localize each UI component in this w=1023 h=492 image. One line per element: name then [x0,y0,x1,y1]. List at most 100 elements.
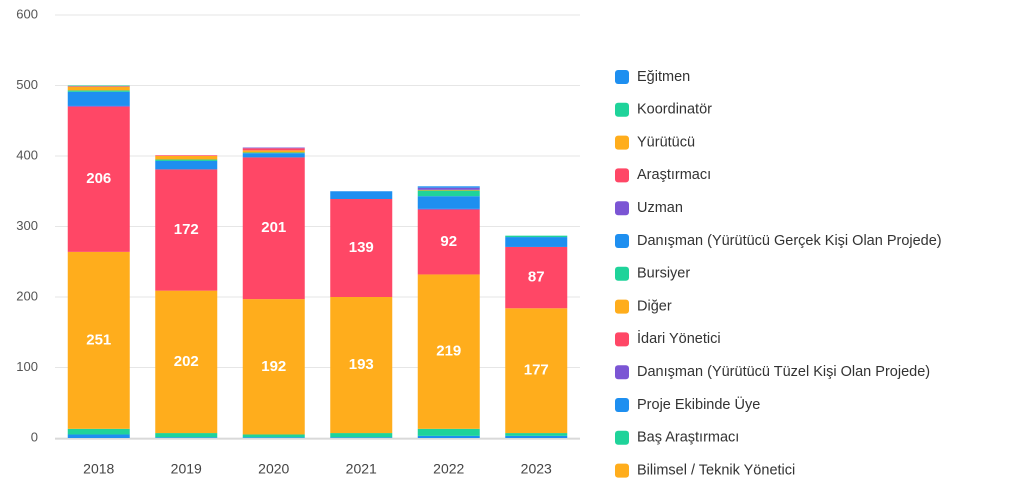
legend-label: Bursiyer [637,266,690,282]
bar-segment [242,437,305,438]
data-label: 177 [524,362,549,379]
bar-segment [242,299,305,435]
legend-swatch [615,365,629,380]
bar-segment [155,169,218,291]
bar-segment [155,290,218,434]
legend-swatch [615,430,629,445]
bar-segment [155,155,218,156]
legend-swatch [615,102,629,117]
bar-segment [155,156,218,160]
bar-segment [417,190,480,197]
y-tick-label: 100 [16,359,38,374]
y-tick-label: 300 [16,218,38,233]
x-tick-label: 2020 [258,461,289,477]
x-tick-label: 2021 [346,461,377,477]
legend-label: Uzman [637,200,683,216]
bar-segment [330,297,393,434]
x-tick-label: 2023 [521,461,552,477]
legend-label: İdari Yönetici [637,329,721,347]
bar-segment [242,148,305,151]
legend-swatch [615,234,629,248]
y-tick-label: 500 [16,77,38,92]
bar-segment [242,147,305,149]
y-tick-label: 200 [16,288,38,303]
bar-segment [505,235,568,238]
legend-label: Bilimsel / Teknik Yönetici [637,462,795,478]
bar-segment [417,186,480,188]
bar-segment [417,189,480,191]
bar-segment [67,434,130,438]
legend-label: Eğitmen [637,69,690,85]
legend-swatch [615,70,629,84]
bar-segment [67,86,130,87]
bar-segment [417,187,480,190]
bar-segment [67,106,130,252]
bar-segment [417,435,480,438]
legend-swatch [615,398,629,412]
bar-segment [330,433,393,438]
bar-segment [505,237,568,247]
legend-swatch [615,266,629,281]
x-tick-label: 2019 [171,461,202,477]
bar-segment [505,308,568,434]
data-label: 201 [261,219,286,236]
bar-segment [242,434,305,438]
bar-segment [67,91,130,106]
legend-swatch [615,201,629,216]
data-label: 92 [440,233,457,250]
bar-segment [155,437,218,438]
data-label: 202 [174,353,199,370]
bar-segment [67,90,130,92]
bar-segment [242,153,305,158]
legend-label: Diğer [637,298,672,314]
legend-label: Koordinatör [637,102,712,118]
data-label: 87 [528,269,545,286]
bar-segment [155,159,218,161]
bar-segment [155,160,218,170]
legend-label: Danışman (Yürütücü Gerçek Kişi Olan Proj… [637,233,942,249]
y-tick-label: 0 [31,429,38,444]
data-label: 192 [261,358,286,375]
bar-segment [67,251,130,429]
legend-swatch [615,299,629,314]
data-label: 139 [349,239,374,256]
bar-segment [330,199,393,297]
legend-swatch [615,135,629,150]
bar-segment [505,435,568,438]
bar-segment [417,428,480,436]
legend-swatch [615,463,629,478]
bar-segment [155,433,218,438]
bar-segment [330,437,393,438]
data-label: 251 [86,331,111,348]
legend-swatch [615,168,629,183]
bar-segment [505,433,568,436]
legend-label: Baş Araştırmacı [637,430,739,446]
bar-segment [67,428,130,435]
x-tick-label: 2022 [433,461,464,477]
bar-segment [417,209,480,275]
data-label: 206 [86,170,111,187]
x-tick-label: 2018 [83,461,114,477]
bar-segment [67,86,130,91]
bar-segment [330,191,393,200]
bar-segment [417,196,480,209]
bar-segment [417,274,480,429]
bar-segment [242,157,305,300]
data-label: 193 [349,356,374,373]
legend-label: Yürütücü [637,134,695,150]
data-label: 172 [174,221,199,238]
y-tick-label: 600 [16,6,38,21]
bar-segment [505,246,568,309]
bar-segment [242,150,305,153]
bar-segment [242,152,305,154]
legend-label: Danışman (Yürütücü Tüzel Kişi Olan Proje… [637,364,930,380]
bar-segment [67,85,130,87]
y-tick-label: 400 [16,147,38,162]
data-label: 219 [436,343,461,360]
bar-segment [417,208,480,210]
legend-label: Proje Ekibinde Üye [637,395,760,413]
legend-label: Araştırmacı [637,167,711,183]
legend-swatch [615,332,629,347]
bar-segment [67,105,130,107]
